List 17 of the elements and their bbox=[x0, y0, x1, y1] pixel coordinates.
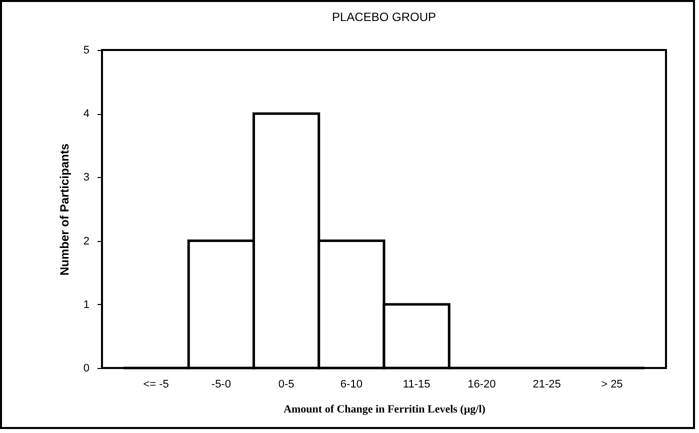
x-tick-label: 16-20 bbox=[468, 378, 496, 390]
y-axis-title: Number of Participants bbox=[57, 143, 72, 276]
x-tick-label: 0-5 bbox=[278, 378, 294, 390]
x-tick-label: 11-15 bbox=[402, 378, 430, 390]
y-tick-label: 5 bbox=[83, 44, 90, 56]
y-tick-label: 1 bbox=[83, 298, 90, 311]
y-tick-label: 4 bbox=[83, 108, 90, 120]
y-tick-label: 2 bbox=[83, 235, 90, 248]
x-tick-label: -5-0 bbox=[211, 378, 231, 390]
x-tick-label: 6-10 bbox=[340, 378, 362, 390]
x-axis-title: Amount of Change in Ferritin Levels (µg/l) bbox=[284, 404, 486, 416]
chart-title: PLACEBO GROUP bbox=[332, 10, 436, 24]
y-tick-label: 3 bbox=[83, 172, 90, 184]
x-tick-label: <= -5 bbox=[143, 378, 169, 390]
x-tick-label: > 25 bbox=[601, 378, 623, 390]
x-tick-label: 21-25 bbox=[532, 378, 561, 390]
y-tick-label: 0 bbox=[83, 362, 90, 374]
